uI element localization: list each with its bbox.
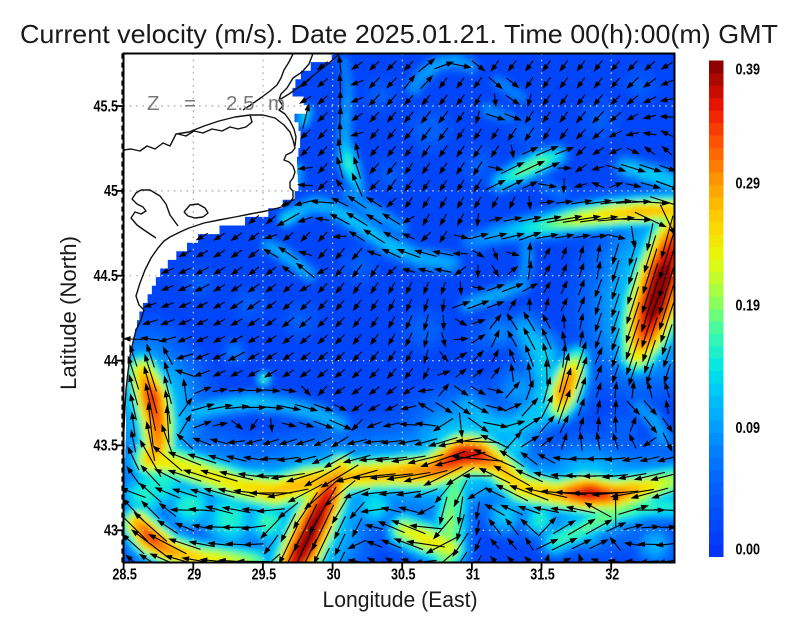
svg-text:0.19: 0.19: [736, 297, 761, 314]
svg-text:Current velocity (m/s). Date 2: Current velocity (m/s). Date 2025.01.21.…: [20, 19, 778, 49]
svg-text:Latitude (North): Latitude (North): [56, 236, 81, 390]
svg-text:Z=2.5m: Z = 2.5 m: [147, 92, 285, 115]
svg-text:43.5: 43.5: [94, 438, 119, 455]
svg-text:32: 32: [605, 567, 619, 584]
svg-text:Longitude (East): Longitude (East): [323, 587, 478, 612]
svg-text:45.5: 45.5: [94, 98, 119, 115]
svg-text:29.5: 29.5: [252, 567, 277, 584]
svg-text:0.29: 0.29: [736, 175, 761, 192]
svg-text:44.5: 44.5: [94, 268, 119, 285]
svg-text:31: 31: [466, 567, 480, 584]
svg-text:0.00: 0.00: [736, 541, 761, 558]
svg-text:45: 45: [104, 183, 118, 200]
svg-text:30: 30: [327, 567, 341, 584]
svg-text:31.5: 31.5: [530, 567, 555, 584]
svg-text:30.5: 30.5: [391, 567, 416, 584]
svg-text:43: 43: [104, 523, 118, 540]
svg-text:0.09: 0.09: [736, 420, 761, 437]
svg-text:44: 44: [104, 353, 118, 370]
svg-text:29: 29: [187, 567, 201, 584]
svg-text:0.39: 0.39: [736, 61, 761, 78]
svg-text:28.5: 28.5: [112, 567, 137, 584]
